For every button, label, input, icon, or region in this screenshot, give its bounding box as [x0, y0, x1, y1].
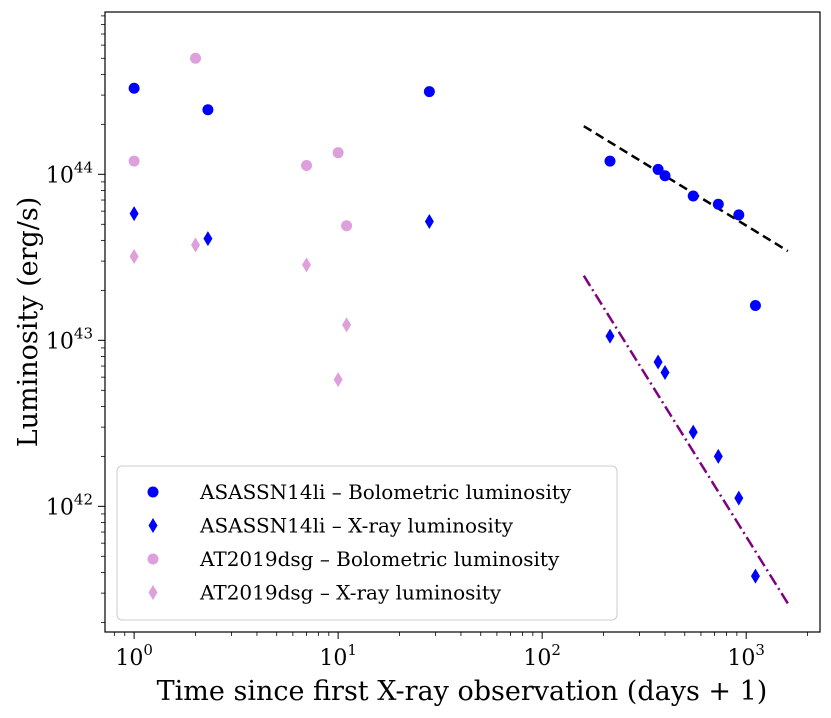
y-tick-exponent: 44	[74, 158, 93, 176]
legend-marker-3	[148, 585, 158, 600]
legend-marker-2	[147, 553, 159, 565]
series-1-point	[688, 424, 698, 440]
legend: ASASSN14li – Bolometric luminosity ASASSN…	[116, 465, 618, 621]
series-1-point	[129, 206, 139, 222]
series-0-point	[687, 190, 699, 202]
y-tick-label: 1043	[46, 324, 93, 354]
series-3-point	[129, 248, 139, 264]
x-tick-label: 103	[727, 641, 765, 671]
series-1-point	[713, 448, 723, 464]
bolometric-fit-line	[583, 125, 789, 253]
series-1-point	[660, 365, 670, 381]
plot-frame	[104, 11, 821, 633]
series-1-point	[605, 328, 615, 344]
series-1-point	[734, 490, 744, 506]
series-0-point	[749, 300, 761, 312]
series-1-point	[653, 354, 663, 370]
series-0-point	[733, 209, 745, 221]
legend-marker-0	[147, 486, 159, 498]
x-tick-exponent: 1	[347, 641, 357, 659]
series-3-point	[342, 317, 352, 333]
y-tick-exponent: 42	[74, 490, 93, 508]
series-1-point	[203, 231, 213, 247]
y-tick-exponent: 43	[74, 324, 93, 342]
series-2-point	[332, 147, 344, 159]
legend-marker-1	[148, 518, 158, 533]
x-tick-base: 10	[523, 646, 551, 671]
x-tick-label: 100	[115, 641, 153, 671]
minor-ticks	[101, 15, 809, 636]
series-0-point	[128, 82, 140, 94]
series-0-point	[604, 155, 616, 167]
x-tick-base: 10	[115, 646, 143, 671]
legend-box	[116, 465, 618, 621]
y-tick-label: 1042	[46, 490, 93, 520]
legend-entries: ASASSN14li – Bolometric luminosity ASASSN…	[147, 480, 572, 605]
series-0-point	[202, 104, 214, 116]
series-0-point	[712, 198, 724, 210]
x-tick-exponent: 2	[551, 641, 561, 659]
x-tick-label: 102	[523, 641, 561, 671]
major-ticks	[98, 173, 747, 639]
legend-label-1: ASASSN14li – X-ray luminosity	[199, 514, 514, 538]
x-tick-base: 10	[727, 646, 755, 671]
series-1-point	[424, 213, 434, 229]
series-2-point	[190, 52, 202, 64]
series-0-point	[423, 86, 435, 98]
x-tick-base: 10	[319, 646, 347, 671]
legend-label-3: AT2019dsg – X-ray luminosity	[199, 581, 502, 605]
legend-label-2: AT2019dsg – Bolometric luminosity	[199, 547, 560, 571]
series-2-point	[301, 160, 313, 172]
series-2-point	[128, 155, 140, 167]
series-3-point	[333, 372, 343, 388]
y-tick-label: 1044	[46, 158, 93, 188]
series-3-point	[302, 257, 312, 273]
x-tick-exponent: 3	[755, 641, 765, 659]
series-0-point	[659, 170, 671, 182]
data-markers	[128, 52, 761, 584]
series-2-point	[341, 220, 353, 232]
series-1-point	[750, 568, 760, 584]
x-axis-label: Time since first X-ray observation (days…	[157, 676, 768, 707]
y-tick-base: 10	[46, 495, 74, 520]
xray-fit-line	[582, 275, 789, 605]
fit-lines	[582, 125, 789, 605]
series-3-point	[191, 237, 201, 253]
legend-label-0: ASASSN14li – Bolometric luminosity	[199, 480, 572, 504]
y-tick-base: 10	[46, 329, 74, 354]
y-axis-label: Luminosity (erg/s)	[13, 197, 44, 448]
y-tick-base: 10	[46, 163, 74, 188]
x-tick-exponent: 0	[143, 641, 153, 659]
x-tick-label: 101	[319, 641, 357, 671]
